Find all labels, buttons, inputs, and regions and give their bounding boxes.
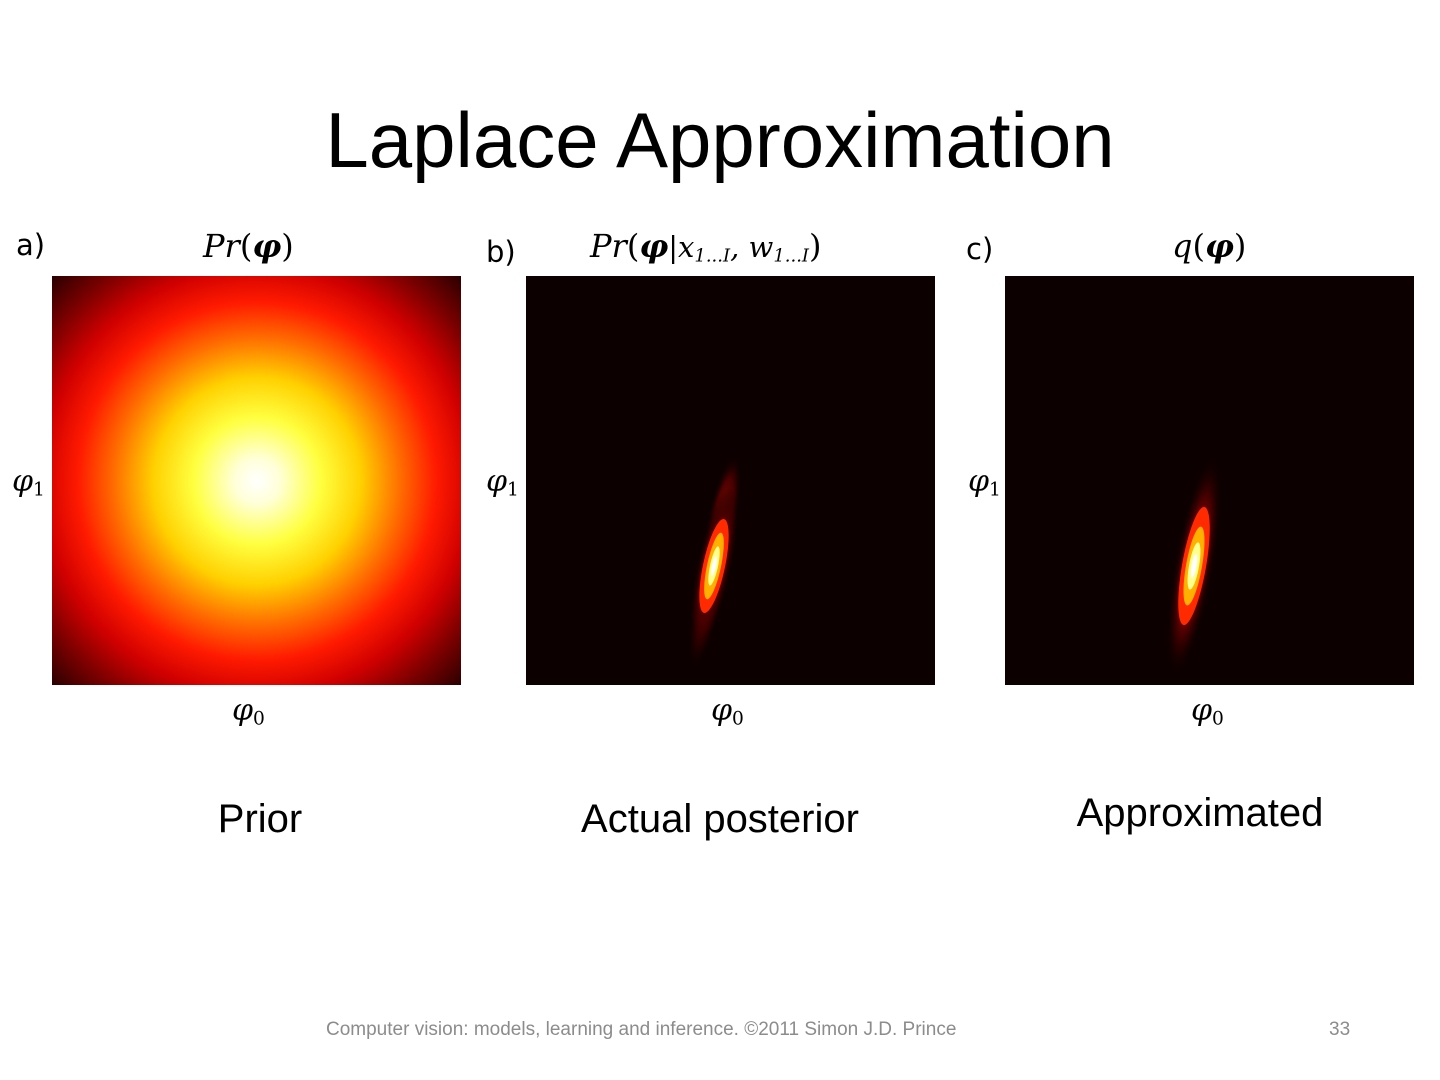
- panel-c-xlabel: φ0: [1191, 693, 1224, 730]
- page-number: 33: [1329, 1019, 1351, 1040]
- caption-actual-posterior: Actual posterior: [581, 797, 859, 841]
- panel-b-ylabel: φ1: [486, 464, 519, 501]
- panel-c-ylabel: φ1: [968, 464, 1001, 501]
- caption-prior: Prior: [217, 797, 303, 841]
- posterior-core: [711, 556, 717, 576]
- panel-c-letter: c): [966, 232, 994, 266]
- panel-a-xlabel: φ0: [232, 693, 265, 730]
- slide-title: Laplace Approximation: [325, 96, 1115, 184]
- panel-a-letter: a): [16, 228, 46, 262]
- prior-density: [52, 276, 461, 685]
- prior-heatmap: [52, 276, 461, 685]
- approximation-heatmap: [1005, 276, 1414, 685]
- panel-a-ylabel: φ1: [12, 464, 45, 501]
- panel-b-xlabel: φ0: [711, 693, 744, 730]
- posterior-heatmap: [526, 276, 935, 685]
- footer-credit: Computer vision: models, learning and in…: [326, 1019, 957, 1040]
- approximation-core: [1190, 554, 1198, 578]
- panel-b-letter: b): [486, 235, 516, 269]
- panel-c-title: q(φ): [1172, 227, 1247, 265]
- panel-a-title: Pr(φ): [203, 227, 294, 265]
- panel-b-title: Pr(φ|x1...I, w1...I): [590, 227, 822, 267]
- caption-approximated: Approximated: [1076, 791, 1324, 835]
